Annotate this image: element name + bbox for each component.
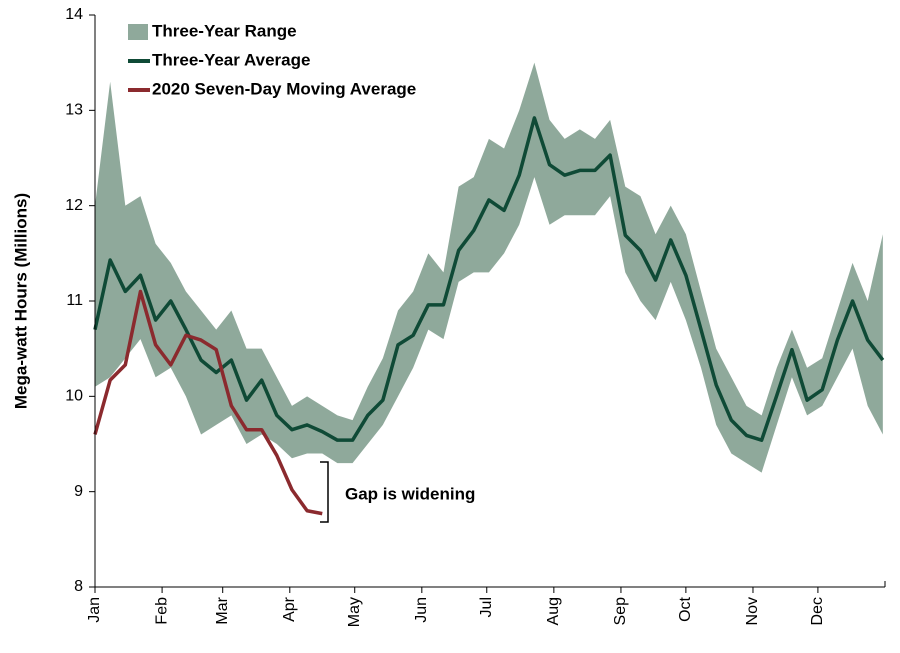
annotation: Gap is widening (345, 484, 475, 503)
y-tick-label: 12 (65, 197, 83, 214)
series-line (93, 289, 323, 516)
x-tick-label: Oct (677, 596, 694, 621)
x-tick-label: Jan (86, 597, 103, 623)
x-tick-label: May (346, 597, 363, 627)
bracket (320, 461, 329, 523)
x-tick-label: Nov (744, 597, 761, 625)
y-tick-label: 8 (74, 578, 83, 595)
x-tick-label: Aug (545, 597, 562, 625)
x-tick-label: Mar (214, 596, 231, 624)
x-tick-label: Jun (413, 597, 430, 623)
y-tick-label: 14 (65, 6, 83, 23)
legend-label: 2020 Seven-Day Moving Average (152, 79, 416, 98)
x-tick-label: Apr (281, 596, 298, 622)
y-tick-label: 9 (74, 483, 83, 500)
legend-label: Three-Year Range (152, 21, 297, 40)
range-band (95, 62, 883, 473)
y-tick-label: 10 (65, 388, 83, 405)
x-tick-label: Dec (809, 597, 826, 625)
y-axis-label: Mega-watt Hours (Millions) (11, 193, 30, 409)
legend-swatch (128, 24, 148, 40)
x-tick-label: Feb (153, 597, 170, 625)
legend-label: Three-Year Average (152, 50, 310, 69)
series-line (93, 116, 885, 442)
y-tick-label: 11 (66, 292, 83, 309)
x-tick-label: Jul (478, 597, 495, 617)
x-tick-label: Sep (612, 597, 629, 626)
y-tick-label: 13 (65, 102, 83, 119)
